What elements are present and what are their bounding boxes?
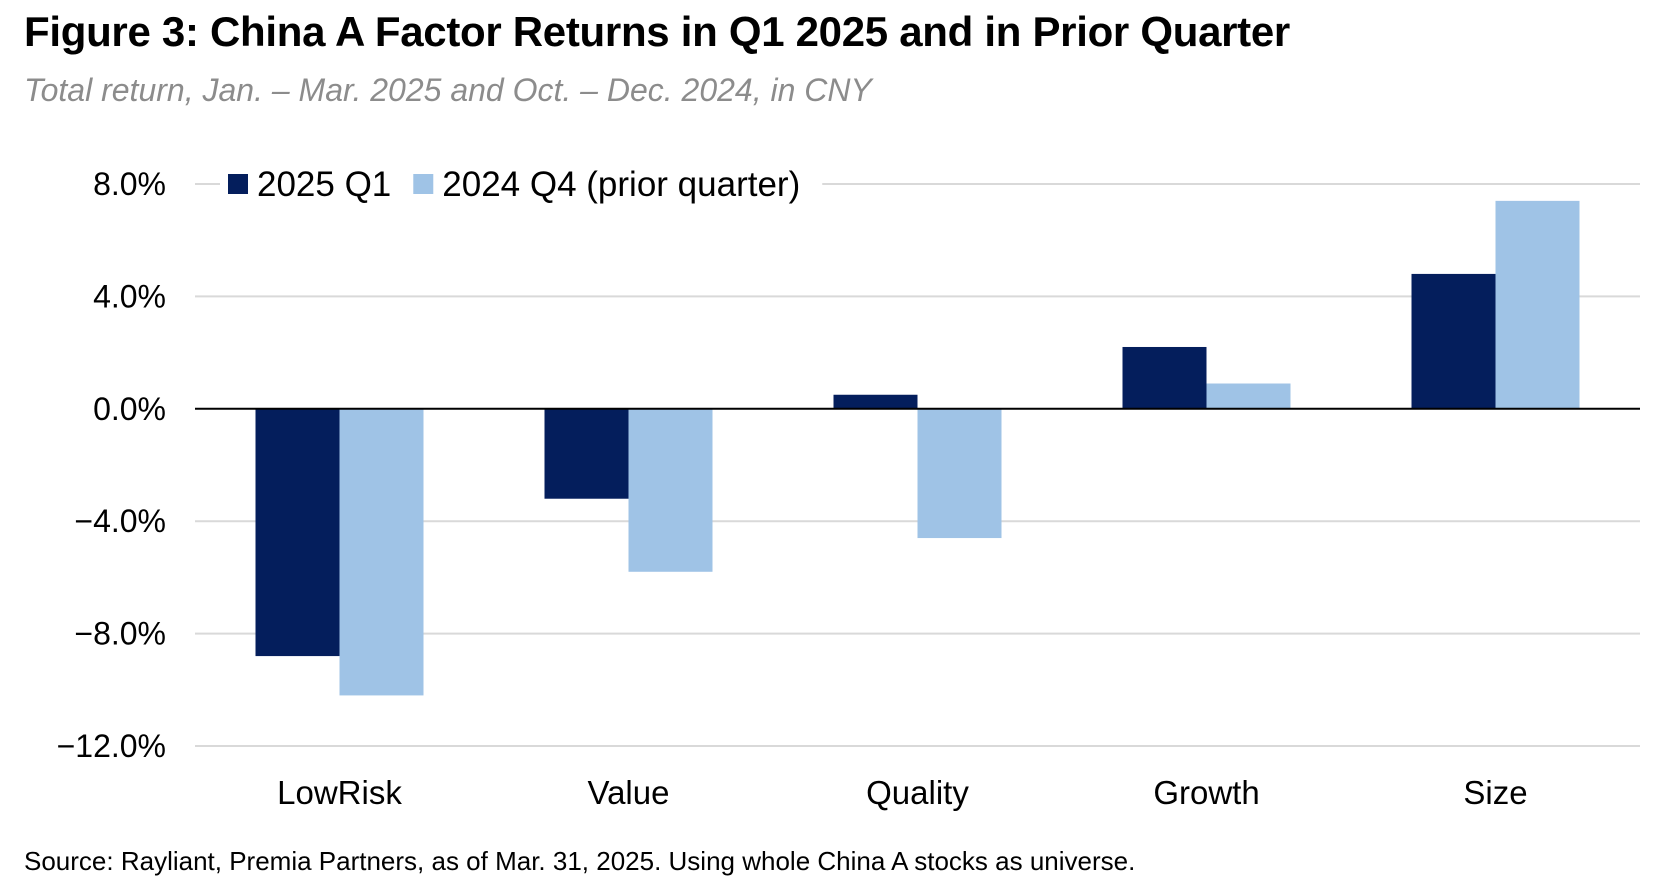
legend-swatch: [413, 174, 434, 194]
x-category-label: LowRisk: [277, 774, 402, 811]
chart-title: Figure 3: China A Factor Returns in Q1 2…: [24, 8, 1290, 55]
y-tick-label: −4.0%: [74, 503, 166, 539]
x-category-label: Value: [588, 774, 670, 811]
bars: [255, 200, 1580, 696]
bar-size-q4-2024: [1495, 200, 1580, 409]
bar-value-q4-2024: [628, 408, 713, 572]
y-tick-label: −12.0%: [57, 728, 166, 764]
bar-chart: 8.0% 4.0% 0.0% −4.0% −8.0% −12.0% LowRisk Valu…: [56, 162, 1640, 811]
legend-label: 2025 Q1: [257, 165, 391, 204]
y-tick-label: 4.0%: [93, 278, 166, 314]
bar-value-q1-2025: [544, 408, 629, 499]
y-axis-tick-labels: 8.0% 4.0% 0.0% −4.0% −8.0% −12.0%: [57, 166, 166, 764]
source-note: Source: Rayliant, Premia Partners, as of…: [24, 846, 1136, 876]
x-axis-category-labels: LowRisk Value Quality Growth Size: [277, 774, 1527, 811]
y-tick-label: −8.0%: [74, 616, 166, 652]
legend-swatch: [228, 174, 248, 194]
legend: 2025 Q1 2024 Q4 (prior quarter): [220, 162, 823, 206]
bar-lowrisk-q4-2024: [339, 408, 424, 696]
bar-growth-q4-2024: [1206, 383, 1291, 409]
chart-subtitle: Total return, Jan. – Mar. 2025 and Oct. …: [24, 72, 872, 108]
y-tick-label: 0.0%: [93, 391, 166, 427]
bar-quality-q1-2025: [833, 394, 918, 409]
bar-quality-q4-2024: [917, 408, 1002, 539]
x-category-label: Quality: [866, 774, 969, 811]
bar-lowrisk-q1-2025: [255, 408, 340, 657]
bar-growth-q1-2025: [1122, 346, 1207, 409]
x-category-label: Growth: [1153, 774, 1259, 811]
y-tick-label: 8.0%: [93, 166, 166, 202]
legend-label: 2024 Q4 (prior quarter): [442, 165, 800, 204]
legend-background: [220, 162, 823, 206]
x-category-label: Size: [1463, 774, 1527, 811]
bar-size-q1-2025: [1411, 273, 1496, 409]
